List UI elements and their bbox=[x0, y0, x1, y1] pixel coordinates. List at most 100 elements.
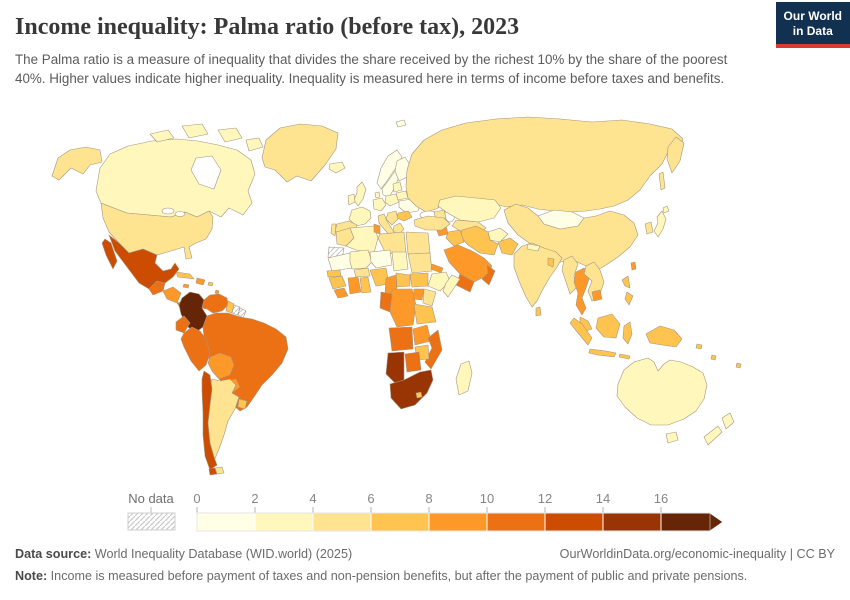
country-iran[interactable] bbox=[460, 225, 499, 256]
country-new-zealand[interactable] bbox=[703, 425, 723, 446]
country-lesotho[interactable] bbox=[415, 391, 423, 399]
country-honduras-nicaragua[interactable] bbox=[162, 286, 182, 304]
country-australia[interactable] bbox=[616, 357, 708, 426]
country-turkey[interactable] bbox=[413, 215, 451, 231]
country-senegal[interactable] bbox=[326, 269, 342, 278]
country-indonesia-java[interactable] bbox=[588, 348, 617, 358]
country-south-sudan[interactable] bbox=[409, 272, 429, 288]
country-greenland[interactable] bbox=[261, 123, 339, 183]
country-poland[interactable] bbox=[384, 193, 400, 207]
owid-link[interactable]: OurWorldinData.org/economic-inequality |… bbox=[559, 547, 835, 561]
country-bolivia[interactable] bbox=[207, 352, 235, 380]
country-bangladesh[interactable] bbox=[547, 257, 555, 268]
country-germany[interactable] bbox=[372, 197, 387, 212]
country-denmark[interactable] bbox=[374, 191, 381, 199]
country-taiwan[interactable] bbox=[630, 261, 637, 271]
country-ireland[interactable] bbox=[347, 193, 356, 206]
country-chile[interactable] bbox=[201, 370, 218, 471]
country-somalia[interactable] bbox=[442, 274, 461, 298]
country-oman[interactable] bbox=[481, 264, 496, 286]
legend-no-data-swatch[interactable] bbox=[127, 512, 176, 531]
country-portugal[interactable] bbox=[330, 223, 337, 237]
country-france[interactable] bbox=[348, 206, 372, 227]
country-norway[interactable] bbox=[376, 149, 403, 190]
country-niger[interactable] bbox=[369, 249, 393, 269]
country-iraq[interactable] bbox=[445, 229, 465, 247]
country-indonesia-sumatra[interactable] bbox=[569, 317, 593, 346]
country-botswana[interactable] bbox=[404, 351, 422, 373]
country-australia-tasmania[interactable] bbox=[665, 431, 679, 444]
legend-bin-8-10[interactable] bbox=[428, 512, 488, 532]
country-kenya[interactable] bbox=[422, 288, 437, 307]
legend-bin-16-plus[interactable] bbox=[660, 512, 724, 532]
country-indonesia-sulawesi[interactable] bbox=[622, 321, 633, 345]
country-canada-arctic-island[interactable] bbox=[245, 137, 264, 152]
country-nepal[interactable] bbox=[526, 243, 541, 252]
country-lesser-antilles[interactable] bbox=[214, 289, 220, 295]
country-angola[interactable] bbox=[388, 326, 414, 352]
country-pakistan[interactable] bbox=[497, 237, 519, 256]
country-guatemala[interactable] bbox=[148, 280, 166, 296]
country-mongolia[interactable] bbox=[537, 209, 585, 230]
country-puerto-rico[interactable] bbox=[207, 281, 214, 287]
country-cuba[interactable] bbox=[175, 271, 195, 280]
country-drc[interactable] bbox=[388, 288, 417, 328]
country-india[interactable] bbox=[513, 242, 563, 308]
country-sri-lanka[interactable] bbox=[535, 306, 542, 317]
country-mexico[interactable] bbox=[108, 234, 180, 290]
country-canada-arctic-island[interactable] bbox=[149, 129, 175, 143]
country-united-kingdom[interactable] bbox=[353, 181, 367, 207]
country-sudan[interactable] bbox=[407, 252, 433, 274]
country-jamaica[interactable] bbox=[182, 283, 190, 289]
owid-logo[interactable]: Our World in Data bbox=[775, 2, 850, 48]
country-russia-sakhalin[interactable] bbox=[658, 171, 666, 191]
country-burkina-faso[interactable] bbox=[353, 267, 371, 278]
country-canada[interactable] bbox=[95, 138, 256, 218]
country-south-africa[interactable] bbox=[389, 369, 434, 410]
country-new-zealand[interactable] bbox=[721, 412, 735, 430]
country-uruguay[interactable] bbox=[237, 398, 248, 410]
country-sierra-leone-liberia[interactable] bbox=[333, 287, 349, 299]
country-tunisia[interactable] bbox=[373, 223, 381, 235]
country-svalbard[interactable] bbox=[395, 119, 407, 128]
legend-bin-14-16[interactable] bbox=[602, 512, 662, 532]
legend-bin-12-14[interactable] bbox=[544, 512, 604, 532]
country-eritrea[interactable] bbox=[430, 263, 444, 274]
country-ghana[interactable] bbox=[359, 276, 372, 294]
country-tanzania[interactable] bbox=[413, 303, 437, 325]
country-egypt[interactable] bbox=[405, 231, 431, 255]
country-mozambique[interactable] bbox=[424, 329, 443, 370]
country-indonesia-borneo[interactable] bbox=[595, 313, 621, 339]
country-philippines[interactable] bbox=[624, 291, 634, 306]
country-hispaniola[interactable] bbox=[195, 277, 206, 286]
country-japan[interactable] bbox=[662, 205, 670, 214]
country-iceland[interactable] bbox=[328, 161, 346, 174]
country-uganda[interactable] bbox=[412, 288, 425, 301]
country-congo[interactable] bbox=[379, 291, 393, 313]
country-indonesia-lesser-sunda[interactable] bbox=[618, 353, 631, 360]
country-zambia[interactable] bbox=[412, 324, 432, 346]
country-pacific-island[interactable] bbox=[735, 362, 742, 369]
country-philippines[interactable] bbox=[621, 275, 631, 289]
country-pacific-island[interactable] bbox=[695, 343, 703, 350]
legend-bin-10-12[interactable] bbox=[486, 512, 546, 532]
country-canada-arctic-island[interactable] bbox=[217, 127, 243, 143]
country-chad[interactable] bbox=[391, 251, 409, 272]
country-russia[interactable] bbox=[405, 116, 684, 213]
country-usa-alaska[interactable] bbox=[51, 146, 103, 181]
country-baltics[interactable] bbox=[392, 181, 403, 193]
country-korea[interactable] bbox=[644, 221, 654, 235]
country-tierra-del-fuego[interactable] bbox=[214, 466, 225, 475]
legend-bin-6-8[interactable] bbox=[370, 512, 430, 532]
legend-bin-4-6[interactable] bbox=[312, 512, 372, 532]
country-madagascar[interactable] bbox=[455, 360, 473, 396]
country-balkans[interactable] bbox=[385, 210, 399, 226]
country-malaysia[interactable] bbox=[579, 316, 593, 332]
country-central-african-republic[interactable] bbox=[395, 272, 411, 288]
country-namibia[interactable] bbox=[385, 351, 405, 385]
legend-bin-2-4[interactable] bbox=[254, 512, 314, 532]
country-japan[interactable] bbox=[653, 210, 667, 238]
country-guinea[interactable] bbox=[328, 275, 347, 290]
country-russia-kamchatka[interactable] bbox=[666, 136, 685, 174]
country-mexico-baja[interactable] bbox=[101, 238, 118, 270]
